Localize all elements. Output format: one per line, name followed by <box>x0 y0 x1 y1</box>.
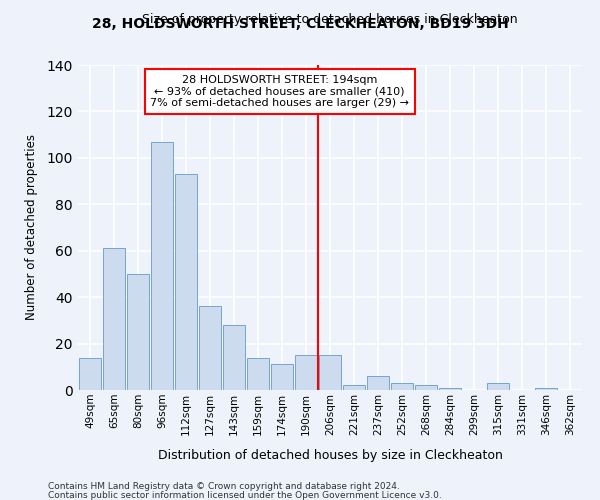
Bar <box>319 355 341 390</box>
Text: Contains public sector information licensed under the Open Government Licence v3: Contains public sector information licen… <box>48 490 442 500</box>
Bar <box>127 274 149 390</box>
Bar <box>247 358 269 390</box>
Y-axis label: Number of detached properties: Number of detached properties <box>25 134 38 320</box>
Bar <box>343 386 365 390</box>
Bar <box>271 364 293 390</box>
Bar <box>295 355 317 390</box>
Text: 28 HOLDSWORTH STREET: 194sqm
← 93% of detached houses are smaller (410)
7% of se: 28 HOLDSWORTH STREET: 194sqm ← 93% of de… <box>150 74 409 108</box>
Text: Contains HM Land Registry data © Crown copyright and database right 2024.: Contains HM Land Registry data © Crown c… <box>48 482 400 491</box>
Bar <box>151 142 173 390</box>
Bar <box>79 358 101 390</box>
Bar <box>199 306 221 390</box>
Bar <box>223 325 245 390</box>
Bar <box>103 248 125 390</box>
Bar <box>175 174 197 390</box>
Bar <box>367 376 389 390</box>
Bar <box>535 388 557 390</box>
X-axis label: Distribution of detached houses by size in Cleckheaton: Distribution of detached houses by size … <box>158 449 502 462</box>
Bar <box>487 383 509 390</box>
Bar <box>415 386 437 390</box>
Text: 28, HOLDSWORTH STREET, CLECKHEATON, BD19 3DH: 28, HOLDSWORTH STREET, CLECKHEATON, BD19… <box>92 18 508 32</box>
Bar <box>439 388 461 390</box>
Bar <box>391 383 413 390</box>
Title: Size of property relative to detached houses in Cleckheaton: Size of property relative to detached ho… <box>142 14 518 26</box>
